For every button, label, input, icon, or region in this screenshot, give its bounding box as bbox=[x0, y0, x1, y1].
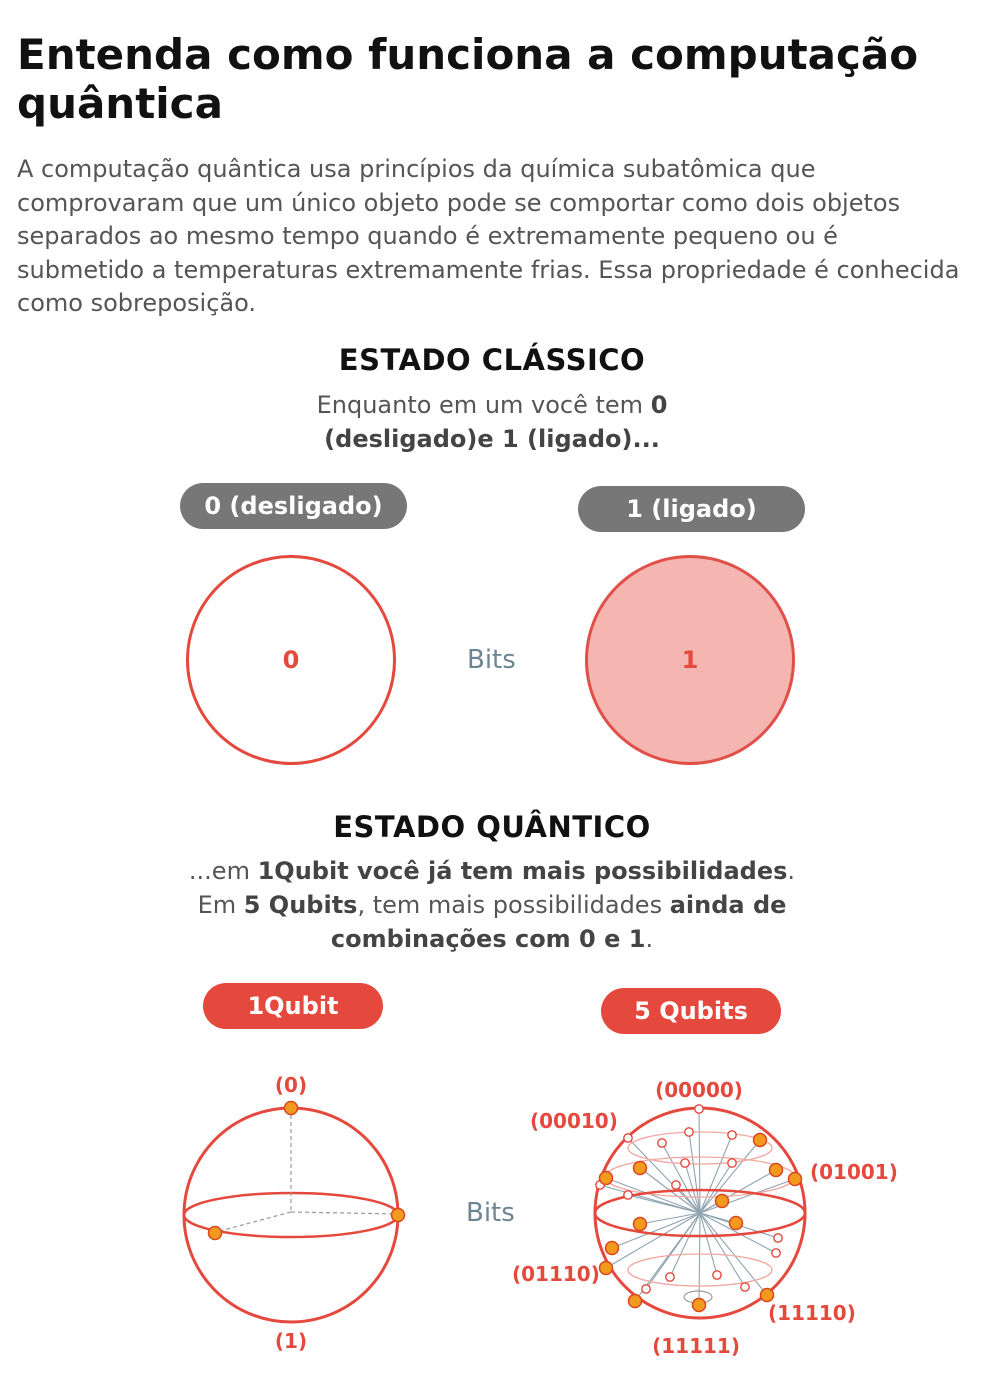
x-axis-line bbox=[290, 1211, 399, 1215]
classic-bits-label: Bits bbox=[467, 645, 516, 675]
superposition-line bbox=[699, 1212, 746, 1288]
bit-zero-value: 0 bbox=[282, 646, 300, 674]
superposition-line bbox=[699, 1212, 768, 1296]
state-label-01001: (01001) bbox=[810, 1160, 898, 1184]
quantum-sub-text-2: . bbox=[787, 857, 796, 885]
state-label-01110: (01110) bbox=[512, 1262, 600, 1286]
superposition-line bbox=[627, 1194, 701, 1214]
state-dot-hollow bbox=[684, 1127, 694, 1137]
state-dot-hollow bbox=[680, 1158, 690, 1168]
state-dot-hollow bbox=[657, 1138, 667, 1148]
superposition-line bbox=[699, 1212, 777, 1254]
superposition-line bbox=[611, 1212, 701, 1249]
superposition-line bbox=[669, 1212, 701, 1278]
quantum-sub-text-3: Em bbox=[197, 891, 244, 919]
quantum-sub-bold-4: combinações com 0 e 1 bbox=[330, 925, 646, 953]
state-dot-filled bbox=[759, 1287, 775, 1303]
five-qubits-sphere: (00000) (00010) (01001) (01110) (11110) … bbox=[512, 1078, 898, 1358]
state-label-00000: (00000) bbox=[655, 1078, 743, 1102]
quantum-sub-bold-3: ainda de bbox=[669, 891, 787, 919]
classic-sub-text: Enquanto em um você tem bbox=[316, 391, 651, 419]
state-dot-hollow bbox=[694, 1104, 704, 1114]
classic-sub-zero: 0 bbox=[650, 391, 668, 419]
state-dot-hollow bbox=[641, 1284, 651, 1294]
quantum-sub-text-1: ...em bbox=[188, 857, 258, 885]
latitude-ring-top bbox=[627, 1131, 773, 1165]
bit-one-circle: 1 bbox=[585, 555, 795, 765]
state-dot-hollow bbox=[712, 1270, 722, 1280]
state-equator-dot-right bbox=[390, 1207, 406, 1223]
state-dot-filled bbox=[598, 1260, 614, 1276]
quantum-sub-text-5: . bbox=[645, 925, 654, 953]
label-on-pill: 1 (ligado) bbox=[578, 486, 805, 532]
state-dot-filled bbox=[752, 1132, 768, 1148]
state-label-00010: (00010) bbox=[530, 1109, 618, 1133]
quantum-section-subtitle: ...em 1Qubit você já tem mais possibilid… bbox=[0, 854, 984, 956]
superposition-line bbox=[688, 1131, 701, 1214]
state-dot-filled bbox=[598, 1170, 614, 1186]
superposition-line bbox=[699, 1178, 796, 1214]
superposition-line bbox=[661, 1142, 701, 1214]
state-equator-dot-left bbox=[207, 1225, 223, 1241]
quantum-bits-label: Bits bbox=[466, 1198, 515, 1228]
state-dot-filled bbox=[714, 1193, 730, 1209]
quantum-sub-bold-2: 5 Qubits bbox=[243, 891, 358, 919]
y-axis-line bbox=[215, 1211, 292, 1233]
state-dot-hollow bbox=[623, 1133, 633, 1143]
state-dot-hollow bbox=[727, 1130, 737, 1140]
superposition-line bbox=[698, 1212, 701, 1306]
state-label-11111: (11111) bbox=[652, 1334, 740, 1358]
state-dot-hollow bbox=[671, 1180, 681, 1190]
one-qubit-pill: 1Qubit bbox=[203, 983, 383, 1029]
state-zero-dot bbox=[283, 1100, 299, 1116]
superposition-line bbox=[699, 1139, 761, 1214]
state-dot-filled bbox=[768, 1162, 784, 1178]
superposition-line bbox=[699, 1212, 718, 1276]
sphere-outline bbox=[182, 1106, 400, 1324]
superposition-line bbox=[684, 1162, 701, 1214]
one-qubit-sphere: (0) (1) bbox=[182, 1073, 406, 1353]
superposition-line bbox=[699, 1134, 733, 1214]
state-dot-hollow bbox=[665, 1272, 675, 1282]
state-dot-hollow bbox=[623, 1190, 633, 1200]
latitude-ring-lower bbox=[627, 1253, 773, 1287]
quantum-section-title: ESTADO QUÂNTICO bbox=[333, 810, 651, 844]
superposition-line bbox=[639, 1212, 701, 1225]
state-dot-filled bbox=[632, 1160, 648, 1176]
state-dots bbox=[595, 1104, 803, 1313]
state-dot-filled bbox=[604, 1240, 620, 1256]
state-dot-hollow bbox=[771, 1248, 781, 1258]
state-dot-filled bbox=[632, 1216, 648, 1232]
state-label-11110: (11110) bbox=[768, 1301, 856, 1325]
state-dot-hollow bbox=[773, 1233, 783, 1243]
classic-sub-states: (desligado)e 1 (ligado)... bbox=[324, 425, 660, 453]
classic-section-title: ESTADO CLÁSSICO bbox=[338, 343, 646, 377]
qubit-top-label: (0) bbox=[275, 1073, 307, 1097]
state-dot-filled bbox=[627, 1293, 643, 1309]
state-dot-hollow bbox=[727, 1158, 737, 1168]
page-title: Entenda como funciona a computação quânt… bbox=[17, 30, 919, 128]
bit-zero-circle: 0 bbox=[186, 555, 396, 765]
superposition-line bbox=[627, 1137, 701, 1214]
label-off-pill: 0 (desligado) bbox=[180, 483, 407, 529]
superposition-line bbox=[645, 1212, 701, 1290]
five-qubits-pill: 5 Qubits bbox=[601, 988, 781, 1034]
superposition-line bbox=[605, 1212, 701, 1269]
classic-section-subtitle: Enquanto em um você tem 0 (desligado)e 1… bbox=[0, 388, 984, 456]
state-dot-filled bbox=[787, 1171, 803, 1187]
superposition-line bbox=[699, 1162, 733, 1214]
state-dot-hollow bbox=[740, 1282, 750, 1292]
superposition-line bbox=[698, 1108, 701, 1214]
state-dot-filled bbox=[728, 1215, 744, 1231]
intro-paragraph: A computação quântica usa princípios da … bbox=[17, 155, 960, 317]
bit-one-value: 1 bbox=[681, 646, 699, 674]
superposition-line bbox=[605, 1177, 701, 1214]
quantum-sub-text-4: , tem mais possibilidades bbox=[357, 891, 670, 919]
quantum-sub-bold-1: 1Qubit você já tem mais possibilidades bbox=[257, 857, 788, 885]
state-dot-filled bbox=[691, 1297, 707, 1313]
qubit-bottom-label: (1) bbox=[275, 1329, 307, 1353]
